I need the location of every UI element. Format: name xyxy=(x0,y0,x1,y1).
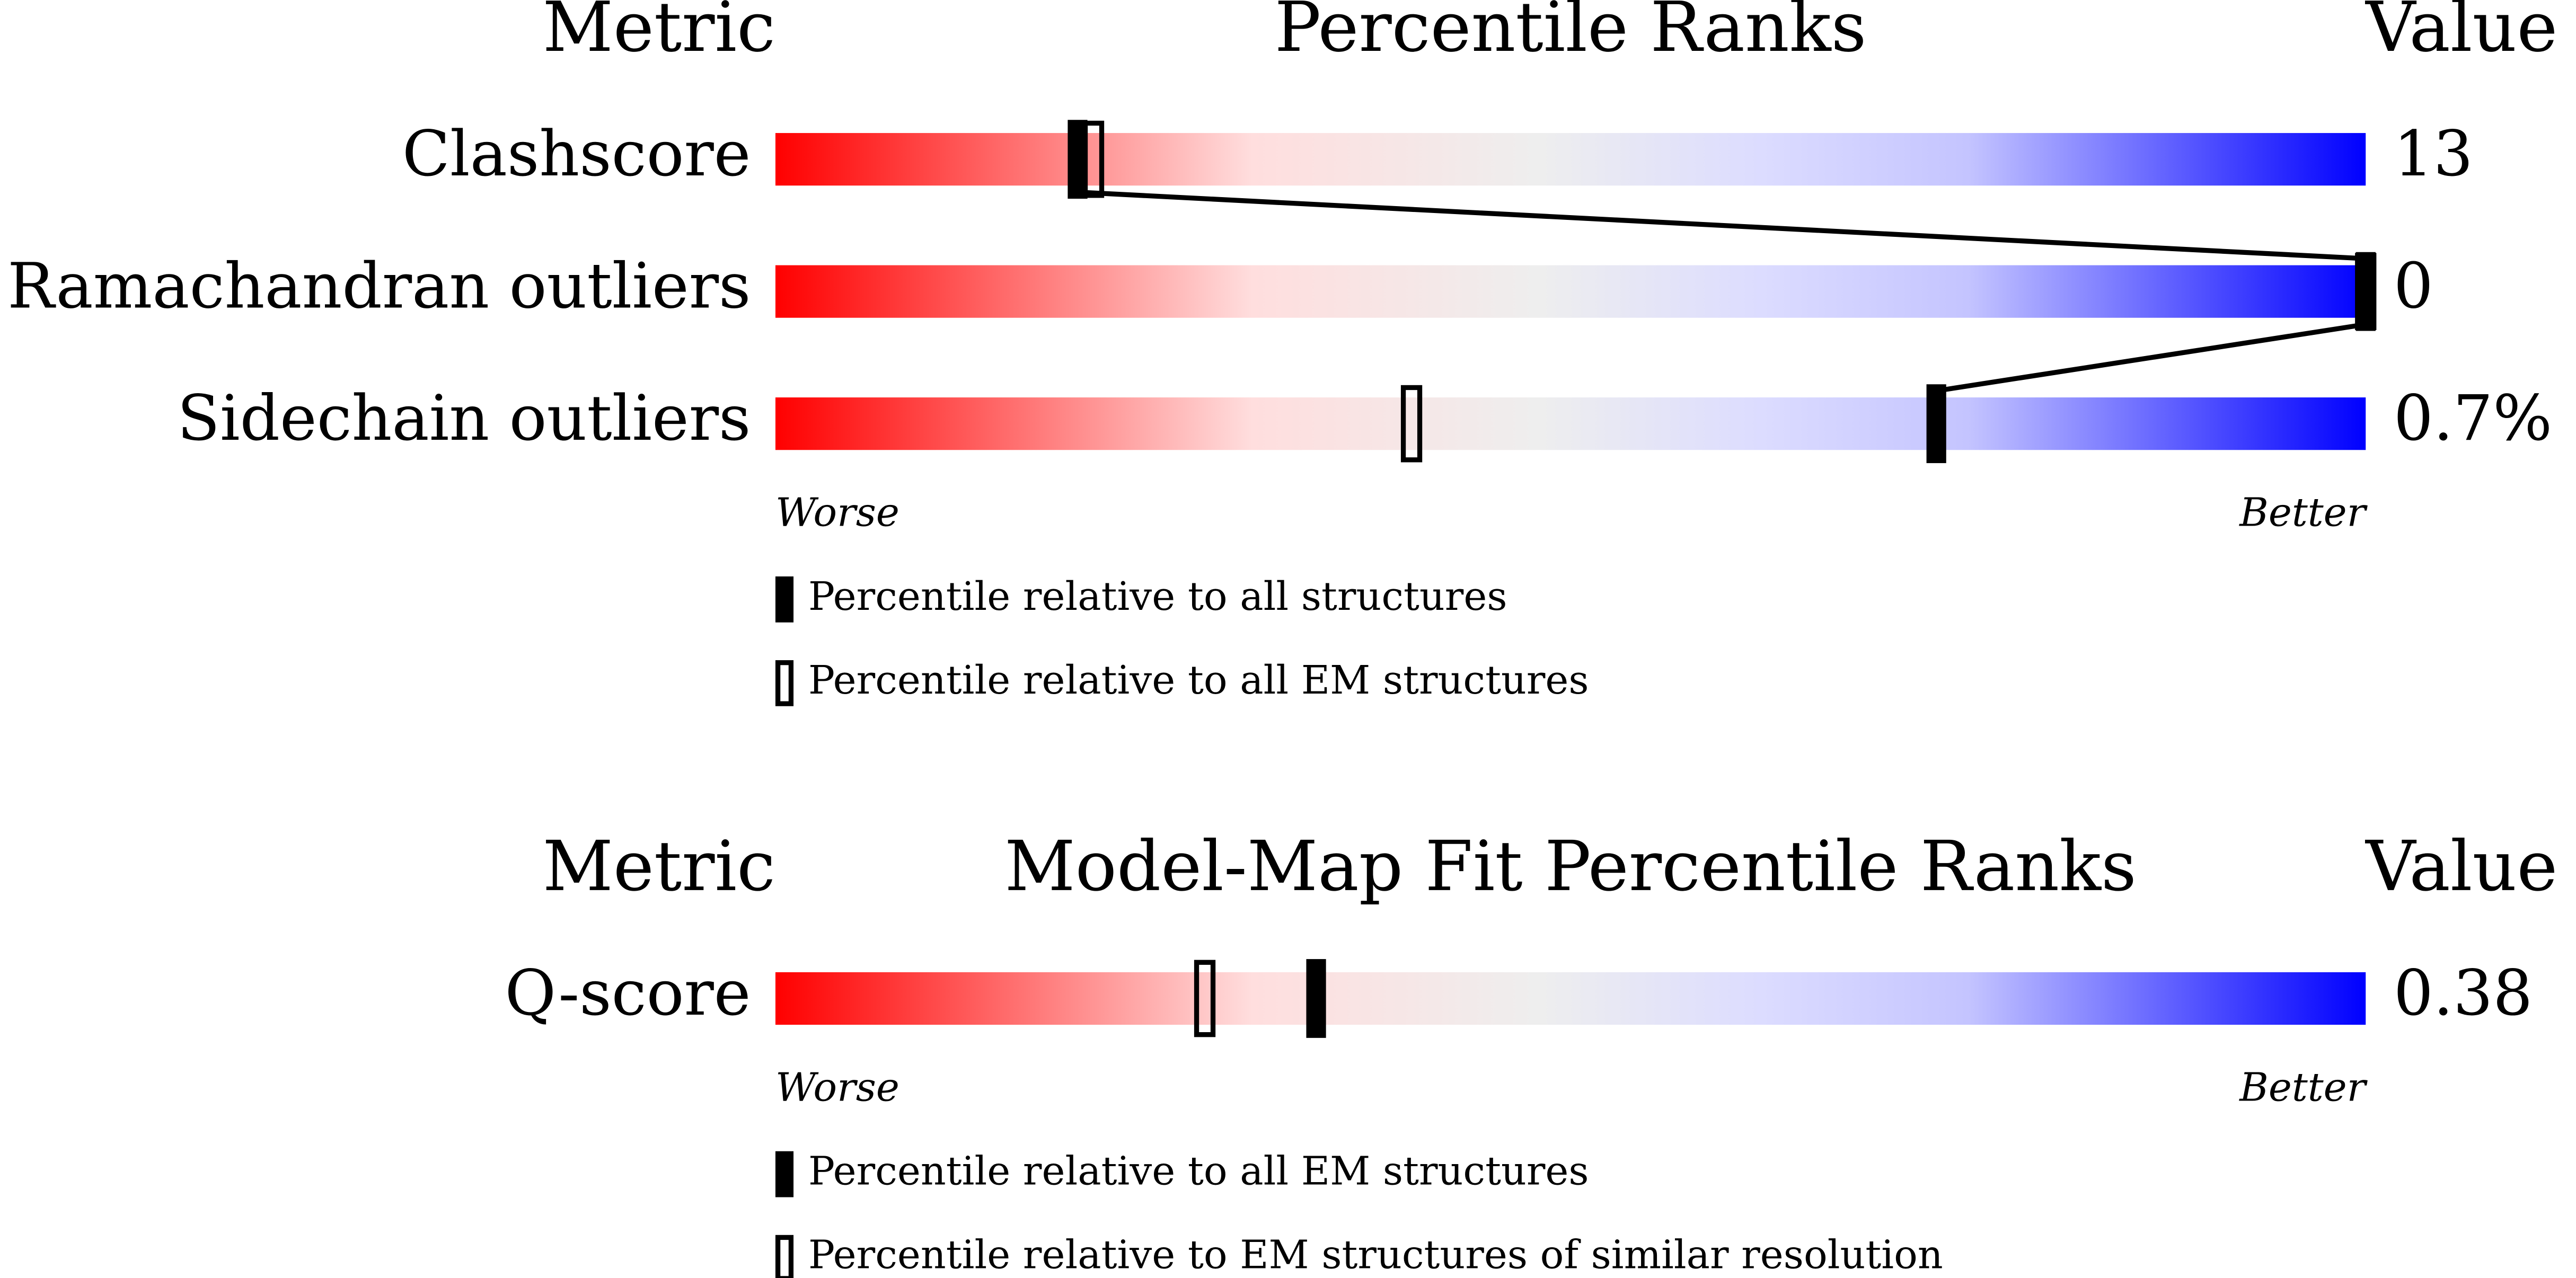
metric-label: Clashscore xyxy=(402,118,751,190)
value-header: Value xyxy=(2365,826,2557,907)
better-label: Better xyxy=(2238,490,2368,536)
percentile-marker xyxy=(1194,960,1216,1037)
legend-label: Percentile relative to all structures xyxy=(808,573,1507,619)
chart-title: Model-Map Fit Percentile Ranks xyxy=(1004,826,2137,907)
percentile-marker xyxy=(1926,384,1946,464)
worse-label: Worse xyxy=(775,1064,899,1110)
percentile-marker xyxy=(1306,959,1326,1038)
value-header: Value xyxy=(2365,0,2557,67)
metric-header: Metric xyxy=(543,0,775,67)
legend-label: Percentile relative to EM structures of … xyxy=(808,1232,1943,1278)
metric-value: 13 xyxy=(2394,118,2473,190)
metric-label: Sidechain outliers xyxy=(177,382,751,455)
metric-header: Metric xyxy=(543,826,775,907)
legend-swatch xyxy=(775,1151,794,1197)
legend-swatch xyxy=(775,576,794,623)
metric-value: 0.7% xyxy=(2394,382,2552,455)
legend-swatch xyxy=(775,1235,794,1278)
percentile-bar xyxy=(775,397,2366,450)
better-label: Better xyxy=(2238,1064,2368,1110)
metric-value: 0.38 xyxy=(2394,957,2533,1030)
connector xyxy=(1077,189,2366,261)
percentile-marker xyxy=(1082,120,1105,198)
percentile-marker xyxy=(1400,385,1423,463)
legend-swatch xyxy=(775,660,794,706)
worse-label: Worse xyxy=(775,490,899,536)
metric-label: Q-score xyxy=(505,957,751,1030)
connector xyxy=(1936,322,2366,394)
legend-label: Percentile relative to all EM structures xyxy=(808,657,1589,703)
legend-label: Percentile relative to all EM structures xyxy=(808,1148,1589,1194)
metric-label: Ramachandran outliers xyxy=(7,250,751,323)
metric-value: 0 xyxy=(2394,250,2433,323)
percentile-bar xyxy=(775,133,2366,186)
percentile-marker xyxy=(2355,253,2377,330)
chart-title: Percentile Ranks xyxy=(1275,0,1867,67)
percentile-bar xyxy=(775,265,2366,318)
percentile-bar xyxy=(775,972,2366,1025)
